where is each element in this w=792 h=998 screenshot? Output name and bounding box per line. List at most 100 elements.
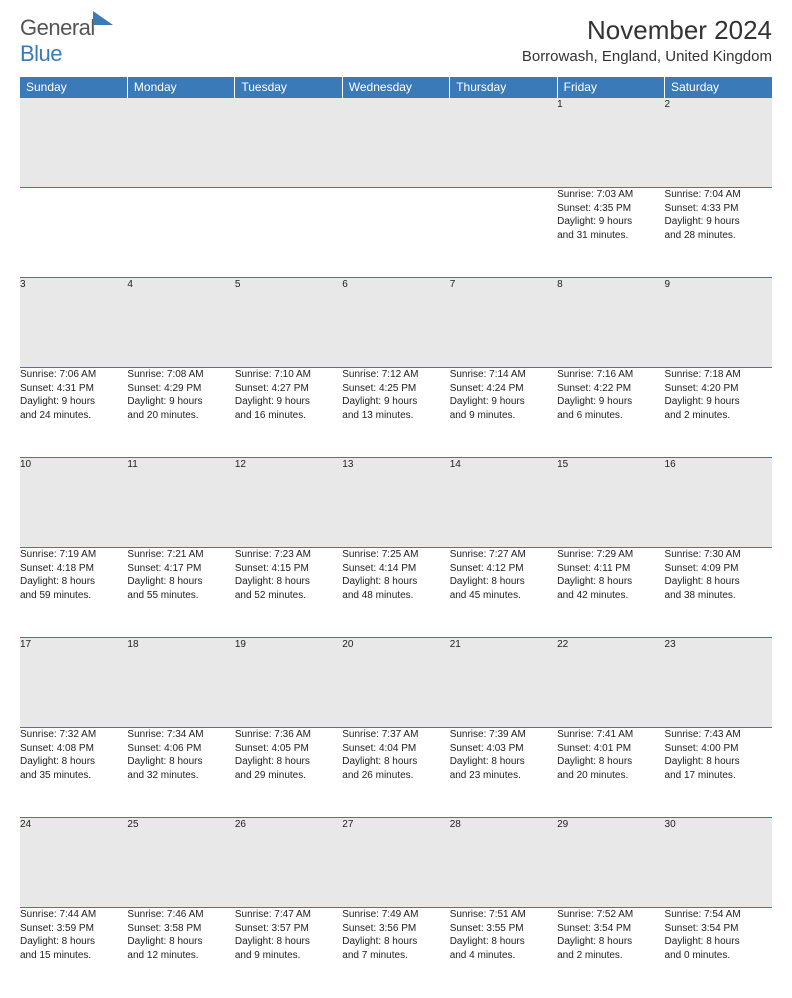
daylight-text: and 7 minutes. — [342, 949, 449, 963]
sunset-text: Sunset: 4:14 PM — [342, 562, 449, 576]
day-number: 11 — [127, 458, 234, 548]
day-cell: Sunrise: 7:49 AMSunset: 3:56 PMDaylight:… — [342, 908, 449, 998]
day-cell — [450, 188, 557, 278]
sunrise-text: Sunrise: 7:47 AM — [235, 908, 342, 922]
sunset-text: Sunset: 4:08 PM — [20, 742, 127, 756]
sunset-text: Sunset: 4:01 PM — [557, 742, 664, 756]
day-cell — [20, 188, 127, 278]
day-number: 24 — [20, 818, 127, 908]
day-cell: Sunrise: 7:37 AMSunset: 4:04 PMDaylight:… — [342, 728, 449, 818]
daylight-text: Daylight: 8 hours — [665, 935, 772, 949]
daylight-text: Daylight: 8 hours — [20, 575, 127, 589]
day-cell: Sunrise: 7:47 AMSunset: 3:57 PMDaylight:… — [235, 908, 342, 998]
sunrise-text: Sunrise: 7:44 AM — [20, 908, 127, 922]
title-block: November 2024 Borrowash, England, United… — [522, 15, 772, 65]
day-header: Monday — [127, 77, 234, 98]
daylight-text: Daylight: 8 hours — [557, 575, 664, 589]
daylight-text: and 48 minutes. — [342, 589, 449, 603]
daylight-text: and 29 minutes. — [235, 769, 342, 783]
daylight-text: and 20 minutes. — [127, 409, 234, 423]
daylight-text: Daylight: 9 hours — [342, 395, 449, 409]
day-cell: Sunrise: 7:04 AMSunset: 4:33 PMDaylight:… — [665, 188, 772, 278]
day-number: 28 — [450, 818, 557, 908]
day-cell: Sunrise: 7:36 AMSunset: 4:05 PMDaylight:… — [235, 728, 342, 818]
day-number: 16 — [665, 458, 772, 548]
sunrise-text: Sunrise: 7:21 AM — [127, 548, 234, 562]
sunrise-text: Sunrise: 7:34 AM — [127, 728, 234, 742]
day-cell — [235, 188, 342, 278]
sunrise-text: Sunrise: 7:18 AM — [665, 368, 772, 382]
sunset-text: Sunset: 3:59 PM — [20, 922, 127, 936]
sunrise-text: Sunrise: 7:54 AM — [665, 908, 772, 922]
day-cell: Sunrise: 7:44 AMSunset: 3:59 PMDaylight:… — [20, 908, 127, 998]
day-cell: Sunrise: 7:23 AMSunset: 4:15 PMDaylight:… — [235, 548, 342, 638]
sunrise-text: Sunrise: 7:39 AM — [450, 728, 557, 742]
sunrise-text: Sunrise: 7:49 AM — [342, 908, 449, 922]
daylight-text: and 45 minutes. — [450, 589, 557, 603]
daylight-text: Daylight: 9 hours — [127, 395, 234, 409]
day-number: 20 — [342, 638, 449, 728]
day-cell: Sunrise: 7:16 AMSunset: 4:22 PMDaylight:… — [557, 368, 664, 458]
sunset-text: Sunset: 4:00 PM — [665, 742, 772, 756]
page-header: General Blue November 2024 Borrowash, En… — [20, 15, 772, 67]
daynum-row: 24252627282930 — [20, 818, 772, 908]
day-number: 3 — [20, 278, 127, 368]
daylight-text: Daylight: 8 hours — [342, 755, 449, 769]
daylight-text: Daylight: 8 hours — [665, 575, 772, 589]
day-cell: Sunrise: 7:54 AMSunset: 3:54 PMDaylight:… — [665, 908, 772, 998]
content-row: Sunrise: 7:03 AMSunset: 4:35 PMDaylight:… — [20, 188, 772, 278]
daylight-text: and 2 minutes. — [665, 409, 772, 423]
content-row: Sunrise: 7:32 AMSunset: 4:08 PMDaylight:… — [20, 728, 772, 818]
day-cell: Sunrise: 7:52 AMSunset: 3:54 PMDaylight:… — [557, 908, 664, 998]
daylight-text: Daylight: 8 hours — [450, 575, 557, 589]
daylight-text: and 12 minutes. — [127, 949, 234, 963]
day-number: 7 — [450, 278, 557, 368]
day-cell: Sunrise: 7:03 AMSunset: 4:35 PMDaylight:… — [557, 188, 664, 278]
daylight-text: Daylight: 9 hours — [235, 395, 342, 409]
sunrise-text: Sunrise: 7:30 AM — [665, 548, 772, 562]
day-cell: Sunrise: 7:29 AMSunset: 4:11 PMDaylight:… — [557, 548, 664, 638]
sunrise-text: Sunrise: 7:08 AM — [127, 368, 234, 382]
daylight-text: and 26 minutes. — [342, 769, 449, 783]
daylight-text: and 17 minutes. — [665, 769, 772, 783]
daylight-text: and 15 minutes. — [20, 949, 127, 963]
daylight-text: and 35 minutes. — [20, 769, 127, 783]
sunset-text: Sunset: 4:12 PM — [450, 562, 557, 576]
day-cell: Sunrise: 7:34 AMSunset: 4:06 PMDaylight:… — [127, 728, 234, 818]
daylight-text: Daylight: 9 hours — [557, 215, 664, 229]
sunset-text: Sunset: 4:03 PM — [450, 742, 557, 756]
logo-text-blue: Blue — [20, 41, 62, 66]
day-number: 1 — [557, 98, 664, 188]
logo-text: General Blue — [20, 15, 113, 67]
sunrise-text: Sunrise: 7:36 AM — [235, 728, 342, 742]
content-row: Sunrise: 7:44 AMSunset: 3:59 PM Daylight:… — [20, 908, 772, 998]
sunset-text: Sunset: 4:06 PM — [127, 742, 234, 756]
day-cell: Sunrise: 7:39 AMSunset: 4:03 PMDaylight:… — [450, 728, 557, 818]
location-text: Borrowash, England, United Kingdom — [522, 48, 772, 65]
sunset-text: Sunset: 4:17 PM — [127, 562, 234, 576]
day-number: 4 — [127, 278, 234, 368]
sunset-text: Sunset: 3:57 PM — [235, 922, 342, 936]
daylight-text: Daylight: 9 hours — [665, 215, 772, 229]
day-number: 19 — [235, 638, 342, 728]
daylight-text: Daylight: 8 hours — [342, 575, 449, 589]
day-number: 23 — [665, 638, 772, 728]
sunrise-text: Sunrise: 7:10 AM — [235, 368, 342, 382]
page-title: November 2024 — [522, 15, 772, 46]
day-cell — [342, 188, 449, 278]
day-number: 17 — [20, 638, 127, 728]
daylight-text: Daylight: 9 hours — [557, 395, 664, 409]
sunset-text: Sunset: 3:56 PM — [342, 922, 449, 936]
day-number — [450, 98, 557, 188]
daylight-text: and 9 minutes. — [235, 949, 342, 963]
sunset-text: Sunset: 4:35 PM — [557, 202, 664, 216]
daylight-text: Daylight: 8 hours — [450, 755, 557, 769]
daylight-text: and 59 minutes. — [20, 589, 127, 603]
day-number: 21 — [450, 638, 557, 728]
daylight-text: and 28 minutes. — [665, 229, 772, 243]
sunset-text: Sunset: 4:04 PM — [342, 742, 449, 756]
day-number — [127, 98, 234, 188]
day-number: 5 — [235, 278, 342, 368]
daylight-text: and 13 minutes. — [342, 409, 449, 423]
daylight-text: and 4 minutes. — [450, 949, 557, 963]
